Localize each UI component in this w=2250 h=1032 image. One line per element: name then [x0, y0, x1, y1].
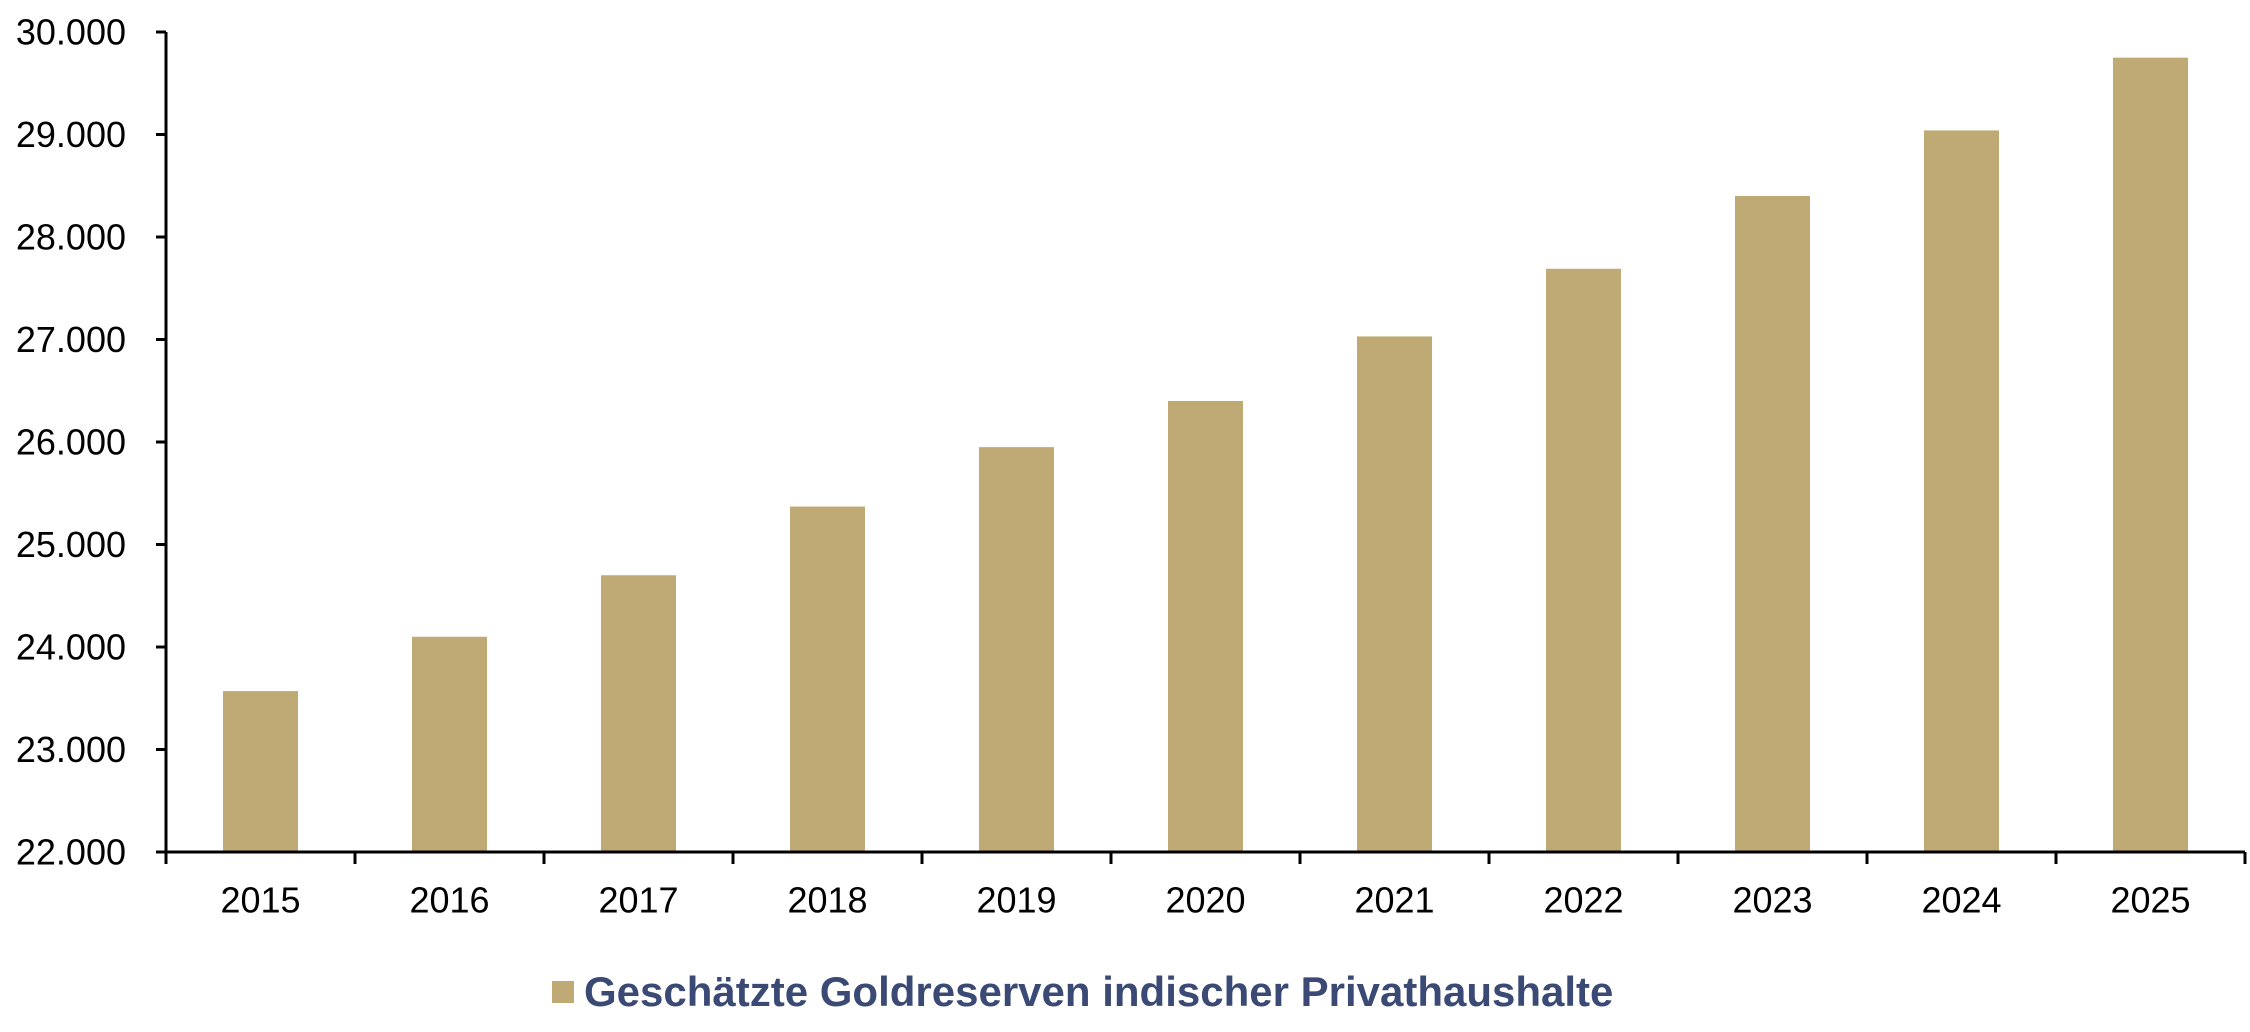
bar-2019: [979, 447, 1054, 853]
labels-layer: 22.000 23.000 24.000 25.000 26.000 27.000 28.0…: [16, 12, 2191, 921]
bar-2022: [1546, 268, 1621, 852]
bar-2015: [223, 691, 298, 852]
x-tick-label: 2015: [220, 880, 300, 921]
x-tick-label: 2024: [1921, 880, 2001, 921]
bars-layer: [223, 57, 2188, 853]
bar-2020: [1168, 401, 1243, 852]
legend: Geschätzte Goldreserven indischer Privat…: [552, 964, 1613, 1020]
legend-swatch: [552, 981, 574, 1003]
x-tick-label: 2023: [1732, 880, 1812, 921]
bar-2025: [2113, 57, 2188, 853]
x-tick-label: 2018: [787, 880, 867, 921]
x-tick-label: 2017: [598, 880, 678, 921]
x-tick-label: 2016: [409, 880, 489, 921]
y-tick-label: 30.000: [16, 12, 126, 53]
axes-layer: [156, 30, 2247, 864]
bar-2024: [1924, 130, 1999, 852]
y-tick-label: 24.000: [16, 627, 126, 668]
x-tick-label: 2025: [2110, 880, 2190, 921]
bar-2023: [1735, 196, 1810, 852]
y-tick-label: 23.000: [16, 729, 126, 770]
x-tick-label: 2019: [976, 880, 1056, 921]
y-tick-label: 22.000: [16, 832, 126, 873]
bar-2017: [601, 575, 676, 852]
y-tick-label: 26.000: [16, 422, 126, 463]
bar-2018: [790, 506, 865, 852]
y-tick-label: 28.000: [16, 217, 126, 258]
bar-2021: [1357, 336, 1432, 852]
y-tick-label: 25.000: [16, 524, 126, 565]
legend-label: Geschätzte Goldreserven indischer Privat…: [584, 968, 1614, 1015]
bar-2016: [412, 636, 487, 852]
x-tick-label: 2021: [1354, 880, 1434, 921]
x-tick-label: 2022: [1543, 880, 1623, 921]
x-tick-label: 2020: [1165, 880, 1245, 921]
y-tick-label: 29.000: [16, 114, 126, 155]
y-tick-label: 27.000: [16, 319, 126, 360]
